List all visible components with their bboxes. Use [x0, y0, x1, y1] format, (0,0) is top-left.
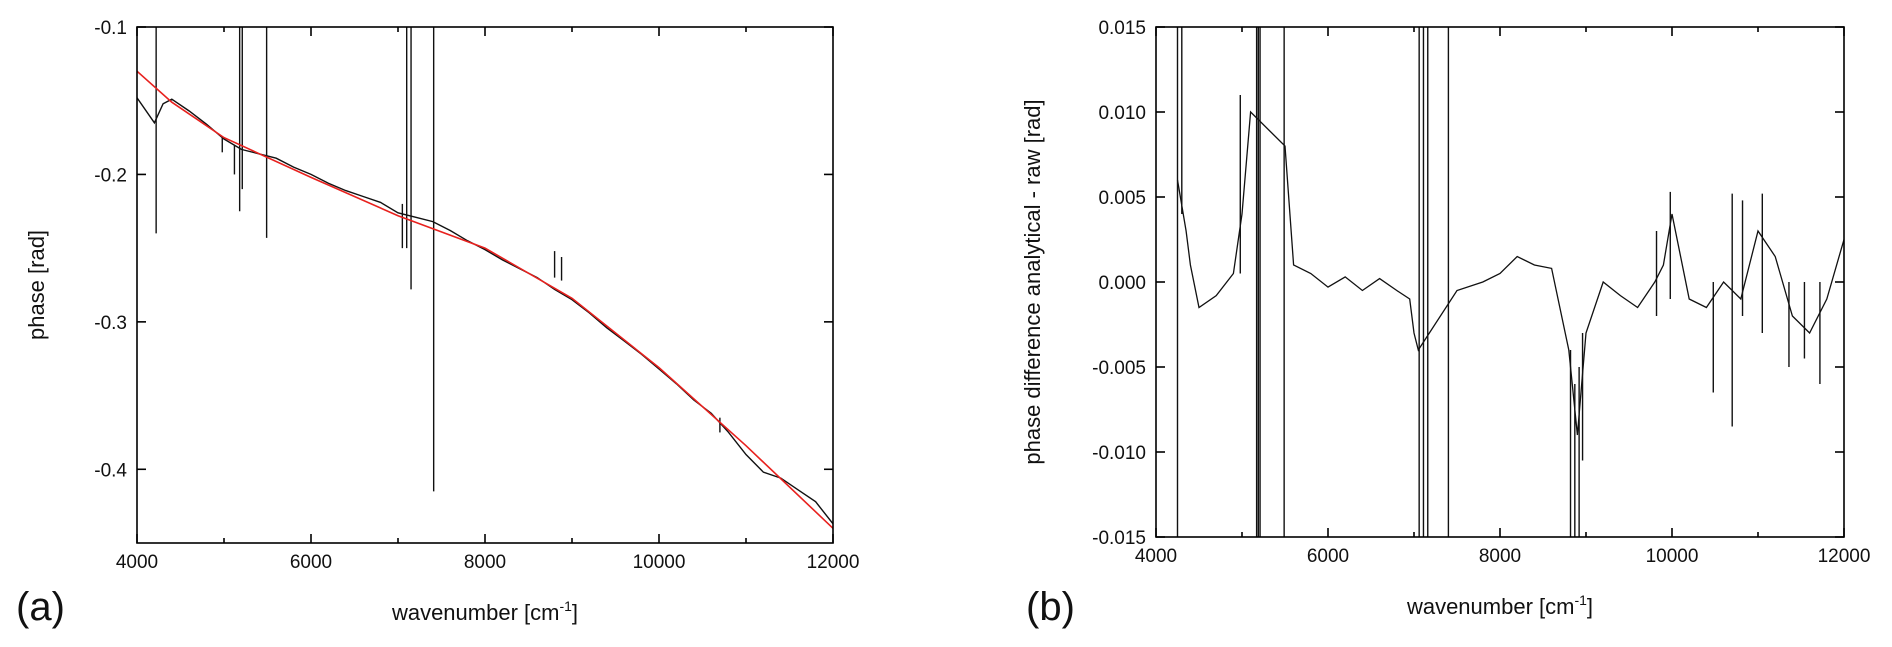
chart-a-x-tick-label: 10000	[633, 552, 686, 573]
chart-a: 4000 6000 8000 10000 12000 -0.1-0.2-0.3-0.4 …	[16, 18, 859, 629]
chart-a-y-tick-label: -0.3	[94, 313, 127, 334]
chart-b-x-tick-label: 6000	[1307, 546, 1349, 567]
chart-b-y-tick-label: 0.015	[1098, 18, 1146, 39]
chart-a-series-measured-line	[137, 97, 833, 525]
chart-b-frame	[1155, 26, 1845, 538]
chart-a-frame	[136, 26, 834, 544]
chart-b-x-axis-title: wavenumber [cm-1]	[1406, 592, 1593, 619]
chart-b-spikes	[1176, 27, 1821, 537]
chart-a-y-axis-title: phase [rad]	[24, 230, 49, 340]
chart-a-x-axis-title: wavenumber [cm-1]	[391, 598, 578, 625]
chart-a-x-tick-label: 8000	[464, 552, 506, 573]
chart-a-x-ticks: 4000 6000 8000 10000 12000	[116, 27, 860, 573]
chart-b: 4000 6000 8000 10000 12000 0.0150.0100.0050.…	[1020, 18, 1870, 629]
chart-b-x-ticks: 4000 6000 8000 10000 12000	[1135, 27, 1871, 567]
chart-a-x-axis-title-sup: -1	[559, 598, 572, 614]
chart-a-y-tick-label: -0.2	[94, 165, 127, 186]
chart-a-panel-label: (a)	[16, 585, 65, 629]
chart-b-x-axis-title-main: wavenumber [cm	[1406, 594, 1575, 619]
chart-b-plot-layer	[1176, 27, 1844, 537]
chart-b-x-axis-title-close: ]	[1587, 594, 1593, 619]
chart-a-series-fit-line	[137, 70, 833, 529]
chart-b-y-tick-label: -0.010	[1092, 443, 1146, 464]
chart-b-x-tick-label: 8000	[1479, 546, 1521, 567]
chart-a-x-tick-label: 6000	[290, 552, 332, 573]
chart-b-x-tick-label: 10000	[1646, 546, 1699, 567]
chart-b-y-axis-title: phase difference analytical - raw [rad]	[1020, 99, 1045, 464]
chart-b-y-tick-label: -0.015	[1092, 528, 1146, 549]
chart-b-y-tick-label: 0.005	[1098, 188, 1146, 209]
chart-a-spikes	[155, 27, 721, 492]
chart-a-y-tick-label: -0.4	[94, 460, 127, 481]
chart-b-series-difference-line	[1176, 110, 1844, 436]
chart-a-y-ticks: -0.1 -0.2 -0.3 -0.4	[94, 18, 833, 481]
chart-b-x-tick-label: 4000	[1135, 546, 1177, 567]
chart-b-x-tick-label: 12000	[1818, 546, 1871, 567]
chart-a-y-tick-label: -0.1	[94, 18, 127, 39]
chart-a-x-tick-label: 4000	[116, 552, 158, 573]
chart-b-y-tick-label: 0.000	[1098, 273, 1146, 294]
chart-a-plot-layer	[137, 27, 833, 529]
chart-b-panel-label: (b)	[1026, 585, 1075, 629]
chart-b-y-ticks: 0.015 0.010 0.005 0.000 -0.005 -0.010 -0.015	[1092, 18, 1844, 549]
chart-a-x-axis-title-main: wavenumber [cm	[391, 600, 560, 625]
chart-a-x-tick-label: 12000	[807, 552, 860, 573]
chart-b-y-tick-label: -0.005	[1092, 358, 1146, 379]
chart-a-x-axis-title-close: ]	[572, 600, 578, 625]
chart-b-x-axis-title-sup: -1	[1574, 592, 1587, 608]
chart-b-y-tick-label: 0.010	[1098, 103, 1146, 124]
